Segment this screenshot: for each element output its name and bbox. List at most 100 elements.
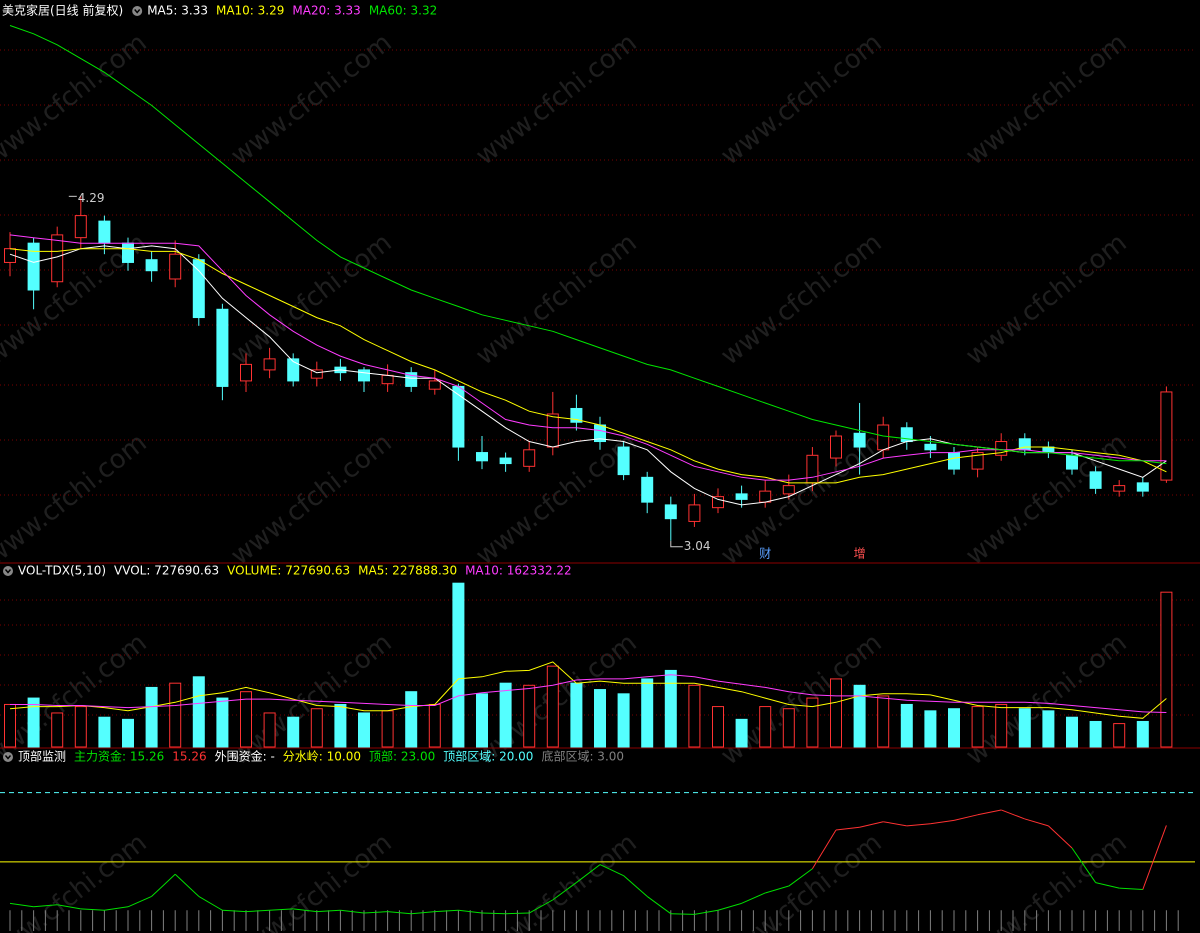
indicator-segment (1095, 882, 1120, 889)
volume-bar (381, 710, 394, 748)
volume-bar (287, 716, 300, 748)
candle-body (428, 380, 441, 390)
menu-icon (132, 6, 143, 16)
candle-body (1066, 454, 1078, 470)
volume-bar (617, 693, 630, 748)
indicator-label: VVOL: 727690.63 (114, 564, 219, 578)
indicator-label: 15.26 (172, 750, 206, 764)
menu-icon-arrow (4, 755, 12, 760)
indicator-segment (741, 892, 766, 904)
watermark: www.cfchi.com (960, 628, 1132, 772)
candle-body (358, 369, 370, 382)
candle-body (381, 374, 394, 385)
indicator-label: 顶部: 23.00 (369, 749, 435, 764)
indicator-segment (953, 814, 978, 821)
volume-bar (735, 718, 748, 748)
candle-body (405, 372, 418, 387)
candle-body (759, 490, 772, 503)
candle-body (735, 493, 748, 500)
menu-icon (3, 566, 13, 576)
indicator-segment (599, 864, 624, 877)
candle-body (74, 215, 87, 239)
candle-body (169, 253, 182, 280)
candle-body (523, 449, 536, 467)
indicator-segment (505, 912, 530, 915)
watermark: www.cfchi.com (225, 828, 397, 933)
candle-body (192, 259, 205, 319)
volume-bar (74, 706, 87, 748)
watermark: www.cfchi.com (715, 28, 887, 172)
indicator-segment (646, 896, 672, 915)
indicator-segment (57, 904, 81, 910)
indicator-label: 顶部区域: 20.00 (443, 749, 533, 764)
indicator-label: 主力资金: 15.26 (74, 749, 164, 764)
indicator-segment (1024, 818, 1049, 827)
watermark: www.cfchi.com (0, 428, 153, 572)
annotation-arrow (670, 540, 683, 548)
candle-body (98, 220, 111, 244)
candle-body (546, 413, 559, 448)
candle-body (641, 476, 654, 503)
candle-body (664, 504, 677, 520)
volume-bar (924, 710, 937, 748)
volume-bar (853, 684, 866, 748)
indicator-segment (1119, 887, 1143, 890)
candle-body (877, 424, 890, 451)
indicator-segment (269, 908, 294, 911)
volume-bar (1089, 720, 1102, 748)
indicator-segment (9, 902, 34, 908)
volume-bar (1113, 723, 1126, 748)
indicator-segment (245, 909, 270, 913)
volume-bar (263, 712, 276, 748)
candle-body (924, 443, 937, 451)
indicator-segment (222, 909, 247, 913)
candle-body (712, 496, 724, 509)
volume-bar (452, 582, 465, 748)
volume-bar (971, 706, 984, 748)
menu-icon (3, 752, 13, 762)
indicator-segment (1071, 847, 1097, 883)
indicator-segment (458, 909, 483, 914)
candle-body (310, 369, 323, 379)
volume-bar (216, 697, 229, 748)
legend-label: MA5: 3.33 (147, 4, 208, 18)
volume-bar (192, 676, 205, 748)
volume-bar (499, 682, 512, 748)
legend-label: MA10: 3.29 (216, 4, 284, 18)
indicator-segment (434, 909, 459, 913)
watermarks: www.cfchi.com www.cfchi.com www.cfchi.com w… (0, 28, 1133, 933)
volume-bar (1160, 591, 1173, 748)
indicator-segment (930, 819, 955, 825)
indicator-segment (765, 885, 789, 894)
menu-icon-arrow (4, 569, 12, 574)
volume-bar (877, 695, 890, 748)
volume-bar (523, 684, 536, 748)
indicator-segment (670, 913, 695, 915)
candle-body (853, 432, 866, 448)
chart-title: 顶部监测 (18, 749, 66, 764)
volume-bar (122, 718, 134, 748)
volume-bar (664, 669, 677, 748)
watermark: www.cfchi.com (960, 828, 1132, 933)
candle-body (830, 435, 842, 459)
volume-bar (759, 706, 772, 748)
volume-bar (428, 703, 441, 748)
indicator-segment (883, 821, 907, 827)
indicator-segment (363, 911, 388, 914)
indicator-segment (623, 875, 648, 897)
volume-bar (1136, 720, 1149, 748)
volume-ma-line (10, 674, 1167, 713)
candle-body (782, 485, 795, 495)
volume-bar (27, 697, 40, 748)
indicator-segment (80, 908, 105, 911)
candle-body (240, 363, 252, 382)
indicator-segment (1142, 825, 1167, 890)
volume-bar (546, 665, 559, 748)
candle-body (617, 446, 630, 476)
indicator-segment (1048, 825, 1073, 849)
event-marker: 财 (759, 547, 771, 561)
watermark: www.cfchi.com (960, 228, 1132, 372)
legend-label: MA10: 162332.22 (465, 564, 572, 578)
indicator-label: 外围资金: - (215, 749, 275, 764)
candle-body (476, 452, 488, 462)
